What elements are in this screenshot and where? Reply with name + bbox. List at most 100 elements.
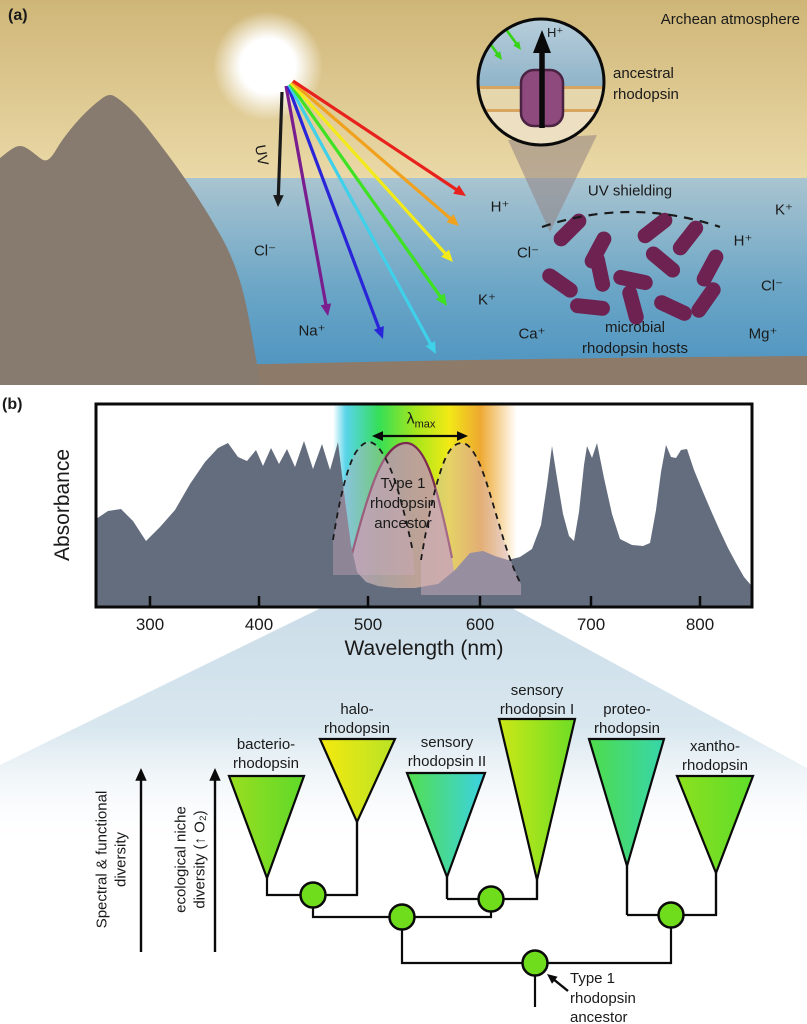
clade-triangle-halo-rhodopsin (318, 737, 397, 825)
red-shifted-peak-fill (421, 443, 521, 595)
inset-circle-border (476, 17, 606, 147)
ion-label: Ca⁺ (518, 325, 546, 343)
diversity-axis-arrows (135, 768, 221, 952)
microbe-rod (645, 246, 681, 278)
panel-b-scene (0, 402, 807, 1007)
light-ray-blue-shaft (286, 85, 382, 333)
clade-label: bacterio-rhodopsin (233, 736, 299, 772)
light-ray-violet-shaft (284, 85, 329, 310)
microbe-rod (622, 285, 644, 325)
diversity-axis-label: Spectral & functional diversity (93, 790, 130, 929)
light-ray-violet-head-icon (320, 303, 332, 316)
microbe-rod (589, 252, 611, 292)
clade-label: proteo-rhodopsin (594, 701, 660, 737)
x-axis-ticks (148, 596, 702, 607)
uv-shielding-arc (541, 210, 721, 229)
clade-triangle-proteo-rhodopsin (587, 737, 666, 870)
ancestor-peak-outline (348, 441, 454, 563)
light-ray-uv-head-icon (273, 195, 284, 207)
absorbance-spectrum (96, 441, 752, 607)
green-light-arrow-2-shaft (503, 27, 520, 47)
inset-funnel (508, 135, 597, 232)
microbe-rod (691, 282, 721, 318)
x-axis-title: Wavelength (nm) (344, 636, 504, 660)
light-ray-uv-shaft (276, 91, 284, 200)
ion-label: H⁺ (490, 198, 510, 216)
ion-label: Cl⁻ (760, 277, 784, 295)
light-rays (273, 79, 466, 354)
sun-icon (242, 40, 294, 92)
root-annotation-arrow (547, 974, 569, 992)
inset-proton-label: H⁺ (547, 25, 564, 40)
ion-label: Cl⁻ (516, 244, 540, 262)
green-light-arrow-1-head-icon (494, 51, 502, 60)
root-node-caption: Type 1 rhodopsin ancestor (570, 970, 636, 1024)
green-light-arrow-2-head-icon (513, 41, 521, 50)
microbe-rod (553, 213, 587, 247)
light-ray-orange-head-icon (446, 214, 459, 226)
blue-shifted-peak-fill (333, 442, 415, 575)
clade-label: sensory rhodopsin I (499, 682, 575, 718)
lambda-max-shift-arrow (372, 431, 468, 441)
panel-a-label: (a) (8, 7, 28, 24)
x-axis-tick-label: 400 (244, 615, 274, 634)
light-ray-yellow-shaft (289, 81, 450, 258)
ancestral-node (477, 885, 505, 913)
light-ray-red-shaft (292, 79, 461, 194)
lambda-arrow-right-head-icon (457, 431, 468, 441)
clade-triangle-bacterio-rhodopsin (227, 774, 306, 882)
lambda-arrow-left-head-icon (372, 431, 383, 441)
light-ray-yellow-head-icon (441, 249, 453, 262)
ancestral-node (521, 949, 549, 977)
light-ray-green-head-icon (435, 293, 447, 306)
mountain (0, 95, 260, 386)
microbe-rod (696, 249, 724, 287)
clade-label: xantho-rhodopsin (682, 738, 748, 774)
clade-label: halo-rhodopsin (324, 701, 390, 737)
ancestral-node (657, 901, 685, 929)
y-axis-title: Absorbance (50, 448, 74, 562)
ancestral-node (388, 903, 416, 931)
x-axis-tick-label: 800 (685, 615, 715, 634)
light-ray-blue-head-icon (373, 326, 384, 339)
diversity-axis-label: ecological niche diversity (↑ O₂) (172, 806, 209, 913)
ancestor-peak-caption: Type 1 rhodopsin ancestor (370, 475, 436, 532)
uv-ray-label: UV (251, 143, 272, 167)
ancestral-node (299, 881, 327, 909)
ancestral-rhodopsin-inset (476, 17, 606, 147)
ion-label: K⁺ (478, 291, 496, 309)
diversity-arrow-1-head-icon (135, 768, 147, 781)
panel-a-title: Archean atmosphere (660, 11, 800, 28)
panel-a-scene (0, 0, 807, 386)
microbe-rod (637, 212, 673, 244)
light-ray-orange-shaft (290, 80, 455, 223)
clade-triangle-sensoryrhodopsin-II (405, 771, 487, 881)
inset-caption: ancestral rhodopsin (613, 65, 679, 103)
x-axis-tick-label: 300 (135, 615, 165, 634)
light-ray-green-shaft (288, 83, 445, 302)
clade-triangle-sensoryrhodopsin-I (497, 717, 577, 881)
uv-shielding-label: UV shielding (587, 182, 673, 200)
ion-label: Mg⁺ (748, 325, 778, 343)
blue-shifted-peak-outline (332, 441, 414, 553)
chart-border (94, 402, 754, 609)
microbial-host-cluster (542, 212, 724, 325)
microbe-rod (654, 295, 692, 321)
lambda-max-label: λmax (406, 410, 436, 431)
root-pointer-head-icon (547, 974, 558, 984)
ion-label: Cl⁻ (253, 242, 277, 260)
light-ray-cyan-head-icon (425, 341, 436, 354)
red-shifted-peak-outline (420, 442, 522, 585)
proton-pump-arrow-head (533, 30, 551, 53)
microbe-rod (570, 298, 610, 316)
ion-label: H⁺ (733, 232, 753, 250)
light-ray-cyan-shaft (287, 84, 435, 349)
ancestor-peak-fill (350, 443, 456, 600)
microbe-rod (672, 220, 704, 256)
panel-b-label: (b) (2, 396, 23, 413)
x-axis-tick-label: 500 (353, 615, 383, 634)
diversity-arrow-2-head-icon (209, 768, 221, 781)
clade-label: sensory rhodopsin II (407, 734, 487, 770)
